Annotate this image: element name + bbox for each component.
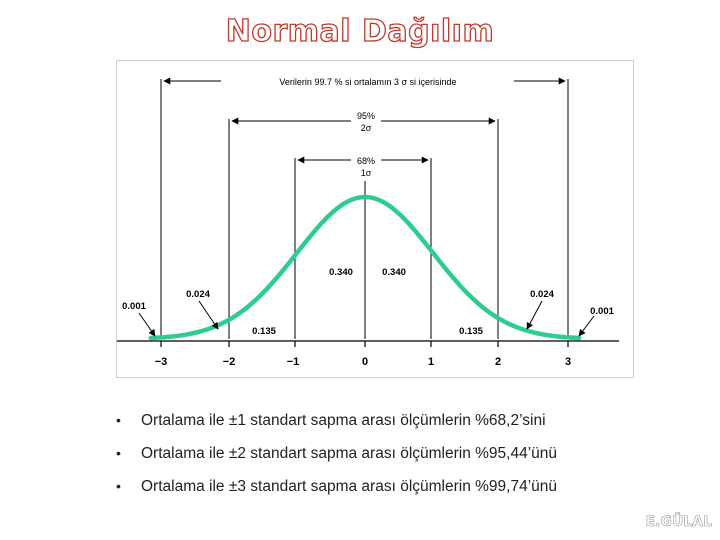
pointer-arrow-left-tail [198, 300, 219, 330]
middle-range-sigma: 2σ [361, 123, 372, 133]
x-tick-label: 3 [565, 356, 571, 368]
area-label-right-mid: 0.135 [459, 326, 483, 337]
diagram-svg: Verilerin 99.7 % si ortalamın 3 σ si içe… [117, 77, 619, 368]
bullet-dot: • [116, 445, 121, 461]
author-signature: E.GÜLAL [645, 514, 712, 531]
bullet-text: Ortalama ile ±2 standart sapma arası ölç… [141, 445, 558, 462]
bullet-list: • Ortalama ile ±1 standart sapma arası öl… [116, 412, 557, 511]
area-label-right-center: 0.340 [382, 267, 406, 278]
area-label-left-tail: 0.024 [186, 289, 210, 300]
x-tick-label: −3 [155, 356, 168, 368]
outer-range-label: Verilerin 99.7 % si ortalamın 3 σ si içe… [279, 77, 456, 87]
bullet-text: Ortalama ile ±3 standart sapma arası ölç… [141, 478, 558, 495]
x-tick-label: −2 [223, 356, 236, 368]
normal-distribution-diagram: Verilerin 99.7 % si ortalamın 3 σ si içe… [116, 60, 634, 378]
x-tick-label: 0 [362, 356, 368, 368]
normal-curve [148, 194, 582, 341]
pointer-arrow-right-far [578, 315, 595, 337]
bullet-item: • Ortalama ile ±2 standart sapma arası öl… [116, 445, 557, 478]
bullet-dot: • [116, 478, 121, 494]
bullet-text: Ortalama ile ±1 standart sapma arası ölç… [141, 412, 546, 429]
inner-range-percent: 68% [357, 156, 375, 166]
bullet-item: • Ortalama ile ±1 standart sapma arası öl… [116, 412, 557, 445]
area-label-left-mid: 0.135 [252, 326, 276, 337]
pointer-arrow-left-far [138, 312, 156, 337]
x-tick-label: −1 [287, 356, 300, 368]
bullet-item: • Ortalama ile ±3 standart sapma arası öl… [116, 478, 557, 511]
x-axis-ticks [160, 341, 569, 347]
area-label-right-tail: 0.024 [530, 289, 554, 300]
inner-range-sigma: 1σ [361, 168, 372, 178]
x-tick-label: 1 [428, 356, 434, 368]
page-title: Normal Dağılım [225, 13, 495, 49]
middle-range-percent: 95% [357, 111, 375, 121]
area-label-left-far: 0.001 [122, 301, 146, 312]
bullet-dot: • [116, 412, 121, 428]
area-label-right-far: 0.001 [590, 306, 614, 317]
x-tick-label: 2 [495, 356, 501, 368]
area-label-left-center: 0.340 [329, 267, 353, 278]
pointer-arrow-right-tail [526, 300, 543, 330]
